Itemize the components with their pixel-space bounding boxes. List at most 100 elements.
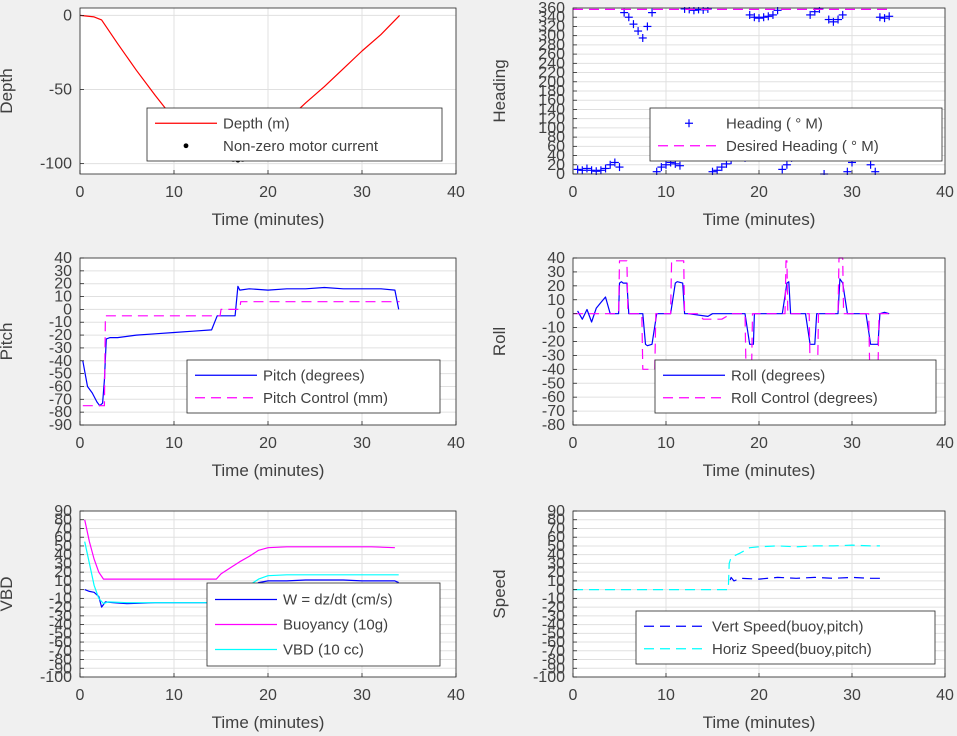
y-tick-label: -90 (49, 417, 72, 434)
y-tick-label: 320 (538, 18, 565, 35)
data-layer (573, 257, 890, 370)
y-tick-label: -50 (49, 366, 72, 383)
y-tick-label: 0 (63, 7, 72, 24)
y-tick-label: 40 (547, 250, 565, 267)
data-point (759, 13, 768, 22)
x-tick-label: 20 (750, 435, 768, 452)
x-tick-label: 30 (843, 435, 861, 452)
y-tick-label: 20 (54, 564, 72, 581)
y-tick-label: -10 (49, 590, 72, 607)
series-line-speed-0 (729, 576, 880, 582)
y-tick-label: -30 (542, 347, 565, 364)
y-tick-label: -50 (542, 625, 565, 642)
legend-label: W = dz/dt (cm/s) (283, 592, 393, 609)
y-tick-label: 40 (547, 148, 565, 165)
x-tick-label: 30 (843, 687, 861, 704)
x-tick-label: 0 (569, 687, 578, 704)
data-layer (82, 285, 400, 407)
x-tick-label: 0 (569, 435, 578, 452)
legend-label: Non-zero motor current (223, 138, 379, 155)
legend-label: Horiz Speed(buoy,pitch) (712, 641, 872, 658)
x-tick-label: 10 (657, 687, 675, 704)
data-point (875, 13, 884, 22)
y-tick-label: -30 (49, 608, 72, 625)
y-tick-label: 300 (538, 28, 565, 45)
y-tick-label: -70 (542, 403, 565, 420)
legend-label: Buoyancy (10g) (283, 617, 388, 634)
legend-label: Pitch Control (mm) (263, 390, 388, 407)
y-tick-label: -80 (542, 417, 565, 434)
y-tick-label: -80 (49, 404, 72, 421)
y-tick-label: -50 (542, 375, 565, 392)
y-tick-label: -40 (49, 617, 72, 634)
x-axis-label: Time (minutes) (212, 210, 325, 229)
y-tick-label: -90 (542, 660, 565, 677)
legend-box (186, 359, 441, 414)
y-tick-label: -10 (542, 320, 565, 337)
data-point (764, 12, 773, 21)
data-point (638, 33, 647, 42)
y-tick-label: 60 (54, 529, 72, 546)
legend-box (654, 359, 937, 414)
data-point (778, 165, 787, 174)
y-tick-label: -100 (533, 669, 565, 686)
data-point (596, 166, 605, 175)
data-point (582, 164, 591, 173)
y-tick-label: -60 (542, 634, 565, 651)
y-tick-label: 80 (547, 512, 565, 529)
series-line-roll-1 (573, 257, 890, 370)
y-tick-label: 280 (538, 37, 565, 54)
data-point (675, 161, 684, 170)
y-axis-label: Speed (490, 569, 509, 618)
legend-label: VBD (10 cc) (283, 642, 364, 659)
chart-pitch: 0 10 20 30 40403020100-10-20-30-40-50-60-70-… (0, 250, 465, 480)
y-tick-label: -40 (542, 617, 565, 634)
x-tick-label: 30 (353, 184, 371, 201)
y-tick-label: 10 (54, 289, 72, 306)
data-point (624, 13, 633, 22)
data-point (824, 15, 833, 24)
legend-box (635, 610, 936, 665)
y-tick-label: 20 (547, 278, 565, 295)
data-point (643, 22, 652, 31)
x-axis-label: Time (minutes) (703, 210, 816, 229)
y-tick-label: 0 (63, 582, 72, 599)
series-line-speed-1 (573, 544, 880, 591)
y-tick-label: 90 (54, 503, 72, 520)
data-point (648, 8, 657, 17)
x-tick-label: 10 (165, 435, 183, 452)
y-tick-label: 360 (538, 0, 565, 17)
y-tick-label: 40 (54, 250, 72, 267)
y-tick-label: -40 (542, 361, 565, 378)
legend: Pitch (degrees) Pitch Control (mm) (186, 359, 441, 414)
y-tick-label: 30 (547, 555, 565, 572)
data-point (745, 10, 754, 19)
y-tick-label: 0 (556, 306, 565, 323)
y-tick-label: 0 (556, 166, 565, 183)
y-tick-label: 340 (538, 9, 565, 26)
y-tick-label: -10 (542, 590, 565, 607)
series-line-pitch-0 (82, 285, 400, 407)
data-point (662, 160, 670, 169)
data-point (601, 164, 610, 173)
legend: Vert Speed(buoy,pitch) Horiz Speed(buoy,p… (635, 610, 936, 665)
y-tick-label: 30 (54, 555, 72, 572)
y-axis-label: Roll (490, 327, 509, 356)
y-tick-label: 30 (547, 264, 565, 281)
data-point (713, 166, 722, 175)
y-tick-label: 10 (54, 573, 72, 590)
y-tick-label: 180 (538, 83, 565, 100)
y-tick-label: 20 (547, 564, 565, 581)
data-point (880, 14, 889, 23)
y-tick-label: 80 (54, 512, 72, 529)
x-tick-label: 0 (76, 687, 85, 704)
y-tick-label: 40 (54, 547, 72, 564)
legend: W = dz/dt (cm/s) Buoyancy (10g) VBD (10 cc… (206, 582, 441, 667)
series-line-vbd-1 (84, 519, 395, 580)
y-tick-label: 30 (54, 263, 72, 280)
y-tick-label: -50 (49, 625, 72, 642)
x-tick-label: 20 (259, 184, 277, 201)
data-point (606, 160, 615, 169)
data-point (829, 17, 838, 26)
y-tick-label: 50 (547, 538, 565, 555)
